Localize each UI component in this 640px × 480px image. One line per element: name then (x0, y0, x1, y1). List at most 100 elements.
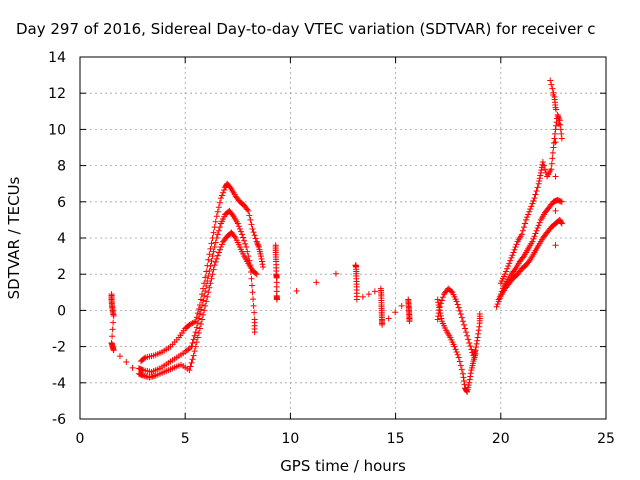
plus-marker (237, 228, 244, 235)
plus-marker (466, 376, 473, 383)
plus-marker (229, 211, 236, 218)
plus-marker (448, 288, 455, 295)
plus-marker (110, 319, 117, 326)
plus-marker (220, 189, 227, 196)
plus-marker (558, 219, 565, 226)
plus-marker (504, 265, 511, 272)
plus-marker (204, 262, 211, 269)
plus-marker (457, 311, 464, 318)
plus-marker (552, 139, 559, 146)
plus-marker (555, 114, 562, 121)
plus-marker (493, 303, 500, 310)
plus-marker (473, 340, 480, 347)
plus-marker (197, 320, 204, 327)
plus-marker (497, 291, 504, 298)
plus-marker (456, 307, 463, 314)
plus-marker (529, 200, 536, 207)
x-tick-label: 5 (181, 431, 190, 447)
plus-marker (216, 199, 223, 206)
plus-marker (245, 253, 252, 260)
plus-marker (530, 197, 537, 204)
plus-marker (532, 191, 539, 198)
plus-marker (246, 257, 253, 264)
plus-marker (110, 347, 117, 354)
plus-marker (221, 187, 228, 194)
plus-marker (185, 346, 192, 353)
y-tick-label: 0 (57, 303, 66, 319)
plus-marker (434, 316, 441, 323)
plus-marker (552, 207, 559, 214)
plus-marker (214, 231, 221, 238)
x-axis-label: GPS time / hours (280, 457, 406, 475)
plus-marker (260, 263, 267, 270)
plus-marker (208, 258, 215, 265)
plus-marker (552, 104, 559, 111)
plus-marker (557, 121, 564, 128)
x-tick-label: 25 (597, 431, 615, 447)
plus-marker (247, 262, 254, 269)
plus-marker (557, 126, 564, 133)
plus-marker (244, 206, 251, 213)
plus-marker (213, 255, 220, 262)
y-tick-label: 8 (57, 159, 66, 175)
series-sparse (272, 242, 413, 328)
plus-marker (202, 302, 209, 309)
plus-marker (529, 238, 536, 245)
series-track_g (495, 196, 565, 303)
plus-marker (211, 224, 218, 231)
plus-marker (552, 242, 559, 249)
plus-marker (371, 288, 378, 295)
plus-marker (210, 266, 217, 273)
plus-marker (462, 325, 469, 332)
plus-marker (435, 299, 442, 306)
plus-marker (547, 77, 554, 84)
x-tick-label: 20 (492, 431, 510, 447)
plus-marker (459, 318, 466, 325)
plus-marker (528, 203, 535, 210)
plus-marker (519, 227, 526, 234)
plus-marker (217, 244, 224, 251)
plus-marker (460, 377, 467, 384)
plus-marker (531, 195, 538, 202)
plus-marker (533, 187, 540, 194)
data-points (108, 77, 565, 395)
plus-marker (558, 198, 565, 205)
plus-marker (109, 333, 116, 340)
plus-marker (116, 353, 123, 360)
plus-marker (537, 169, 544, 176)
plus-marker (205, 273, 212, 280)
grid-lines (80, 57, 606, 419)
plus-marker (201, 307, 208, 314)
plus-marker (455, 304, 462, 311)
plus-marker (519, 254, 526, 261)
plus-marker (550, 139, 557, 146)
plus-marker (550, 89, 557, 96)
plus-marker (466, 379, 473, 386)
plus-marker (549, 155, 556, 162)
plus-marker (536, 175, 543, 182)
plus-marker (434, 296, 441, 303)
plus-marker (495, 296, 502, 303)
plus-marker (210, 229, 217, 236)
plus-marker (507, 257, 514, 264)
plus-marker (476, 323, 483, 330)
plus-marker (247, 216, 254, 223)
plus-marker (250, 296, 257, 303)
plus-marker (253, 271, 260, 278)
plus-marker (210, 248, 217, 255)
series-track_a (108, 229, 260, 381)
plus-marker (190, 352, 197, 359)
plus-marker (109, 326, 116, 333)
plus-marker (513, 241, 520, 248)
plus-marker (526, 258, 533, 265)
plus-marker (249, 282, 256, 289)
plus-marker (475, 330, 482, 337)
plus-marker (186, 344, 193, 351)
plus-marker (454, 301, 461, 308)
plus-marker (241, 237, 248, 244)
plus-marker (474, 337, 481, 344)
plus-marker (236, 225, 243, 232)
plus-marker (252, 270, 259, 277)
plus-marker (548, 166, 555, 173)
